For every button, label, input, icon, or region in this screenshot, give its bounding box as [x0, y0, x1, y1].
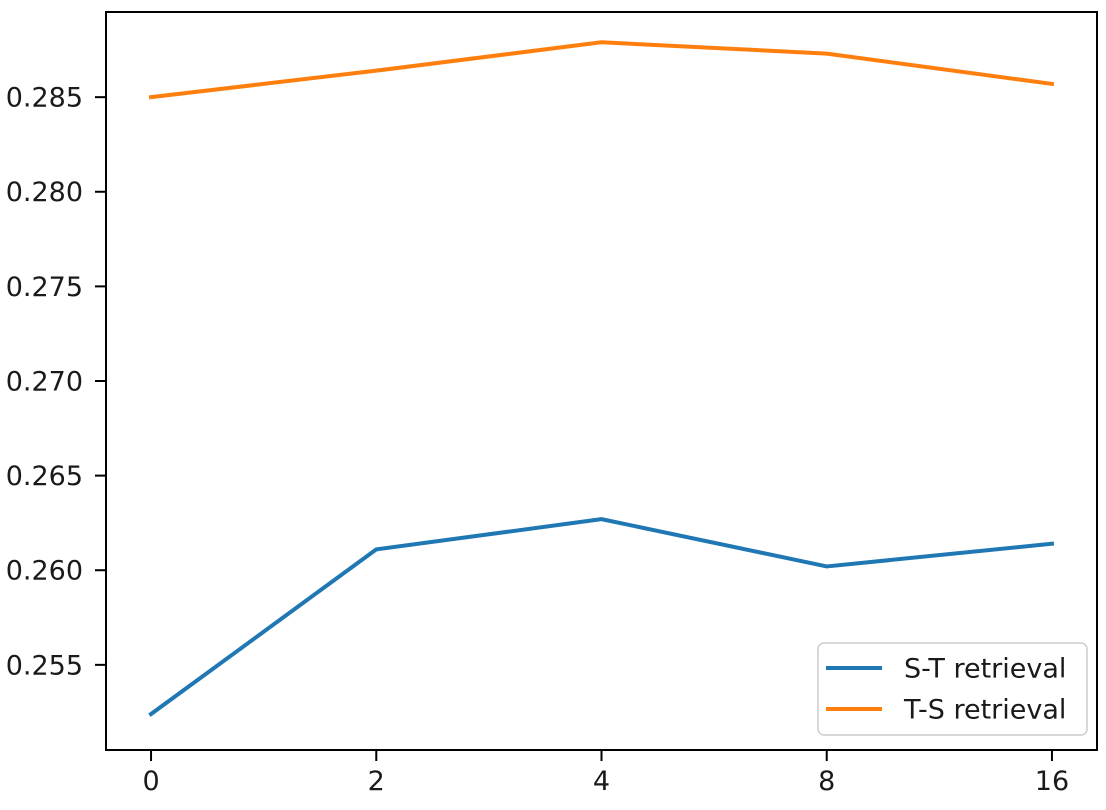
x-tick-label: 16 [1035, 766, 1069, 797]
legend: S-T retrieval T-S retrieval [817, 642, 1088, 736]
series-line-t-s-retrieval [148, 40, 1055, 100]
x-tick-label: 2 [368, 766, 385, 797]
y-tick-label: 0.260 [6, 556, 83, 587]
axes-frame [105, 11, 1098, 751]
legend-label-t-s-retrieval: T-S retrieval [903, 694, 1066, 725]
series-line-s-t-retrieval [148, 517, 1055, 717]
x-tick-label: 8 [818, 766, 835, 797]
y-tick-label: 0.280 [6, 177, 83, 208]
y-tick-label: 0.255 [6, 650, 83, 681]
y-tick-label: 0.285 [6, 83, 83, 114]
x-tick-label: 0 [142, 766, 159, 797]
legend-box [817, 642, 1088, 736]
legend-label-s-t-retrieval: S-T retrieval [904, 653, 1066, 684]
y-tick-label: 0.265 [6, 461, 83, 492]
x-tick-label: 4 [593, 766, 610, 797]
y-tick-label: 0.270 [6, 366, 83, 397]
y-tick-label: 0.275 [6, 272, 83, 303]
